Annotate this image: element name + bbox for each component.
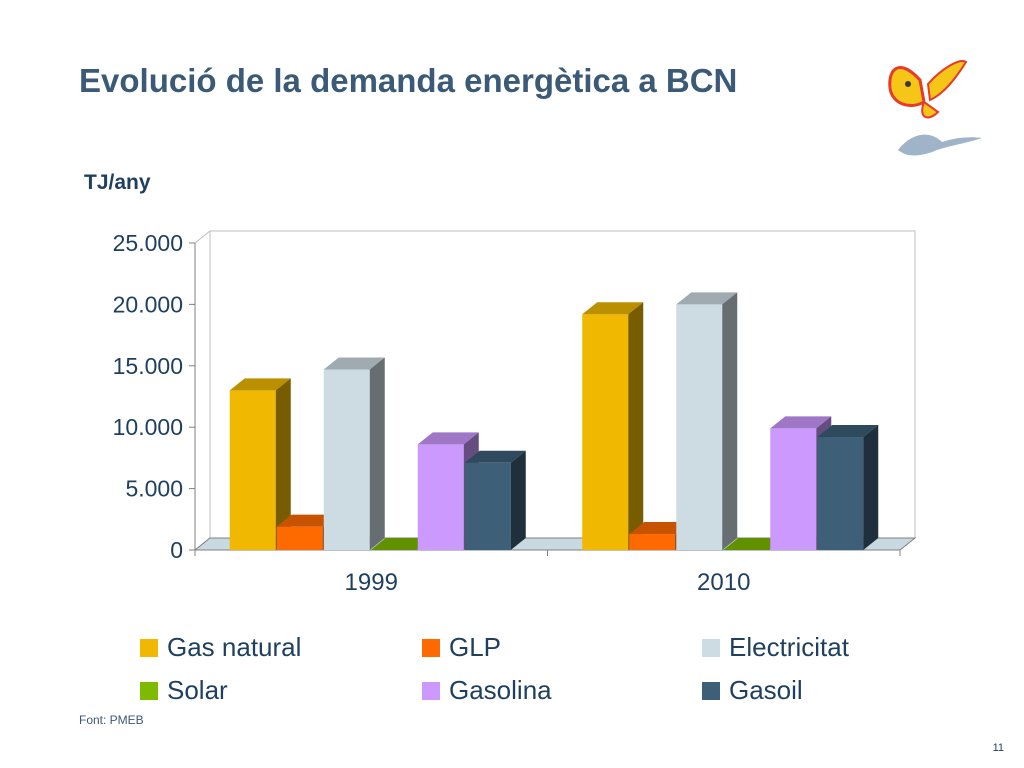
legend-item: Solar: [140, 675, 228, 706]
legend-item: Electricitat: [702, 632, 849, 663]
bar-top: [582, 302, 644, 315]
bar-top: [770, 416, 832, 429]
butterfly-logo-icon: [888, 60, 982, 156]
y-tick-label: 5.000: [125, 476, 183, 502]
legend-label: Gasolina: [449, 675, 552, 705]
bar-side: [722, 292, 738, 550]
bar-front: [629, 534, 676, 550]
legend-label: Gas natural: [167, 632, 302, 662]
source-note: Font: PMEB: [79, 713, 144, 727]
y-tick-label: 20.000: [113, 291, 183, 317]
legend-item: Gasoil: [702, 675, 803, 706]
bar-front: [464, 462, 511, 550]
bar-top: [370, 538, 432, 550]
legend-swatch: [422, 681, 440, 700]
y-tick-label: 25.000: [113, 230, 183, 256]
bar-top: [323, 357, 385, 370]
bar-top: [229, 378, 291, 391]
bar-top: [723, 538, 785, 550]
bar-front: [817, 437, 864, 550]
legend-label: Solar: [167, 675, 228, 705]
chart-legend: Gas natural GLP Electricitat Solar Gasolina G…: [140, 632, 920, 712]
chart-side-wall: [194, 229, 211, 552]
legend-swatch: [422, 638, 440, 657]
x-tick-label: 1999: [345, 569, 398, 596]
bar-side: [275, 378, 291, 550]
legend-item: Gas natural: [140, 632, 301, 663]
page-number: 11: [992, 742, 1004, 754]
x-tick-label: 2010: [697, 569, 750, 596]
legend-swatch: [140, 681, 158, 700]
legend-item: Gasolina: [422, 675, 552, 706]
legend-swatch: [702, 681, 720, 700]
legend-swatch: [140, 638, 158, 657]
bar-front: [676, 304, 723, 550]
y-tick-label: 10.000: [113, 414, 183, 440]
bar-side: [369, 357, 385, 550]
legend-swatch: [702, 638, 720, 657]
bar-front: [770, 428, 817, 550]
legend-label: GLP: [449, 632, 502, 662]
bar-top: [629, 522, 691, 535]
bar-chart: 0 5.000 10.000 15.000 20.000 25.000 1999 2010: [113, 229, 917, 596]
bar-side: [863, 425, 879, 550]
bar-top: [817, 425, 879, 438]
bar-side: [628, 302, 644, 550]
y-tick-label: 0: [170, 537, 183, 563]
bar-front: [276, 526, 323, 550]
y-axis-unit-label: TJ/any: [84, 171, 151, 194]
legend-label: Electricitat: [729, 632, 849, 662]
bar-top: [464, 450, 526, 463]
bar-front: [323, 369, 370, 550]
bar-top: [676, 292, 738, 305]
slide-title: Evolució de la demanda energètica a BCN: [79, 62, 738, 99]
bar-front: [582, 314, 629, 550]
bar-front: [417, 444, 464, 550]
bar-top: [417, 432, 479, 445]
bar-top: [276, 514, 338, 527]
bar-front: [229, 390, 276, 550]
y-tick-label: 15.000: [113, 353, 183, 379]
legend-item: GLP: [422, 632, 501, 663]
bar-side: [510, 450, 526, 550]
legend-label: Gasoil: [729, 675, 803, 705]
